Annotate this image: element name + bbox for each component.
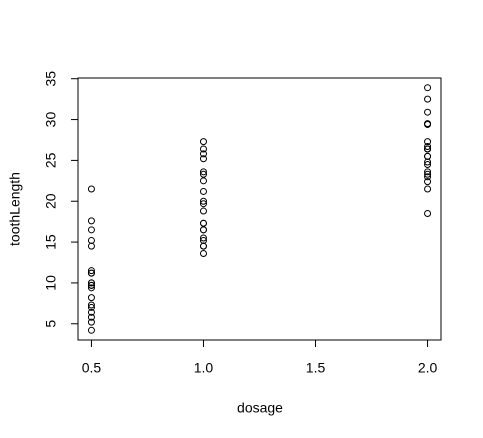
point — [87, 301, 95, 309]
point — [199, 150, 207, 158]
point — [199, 242, 207, 250]
y-tick-label: 5 — [43, 320, 59, 328]
point — [424, 158, 432, 166]
point — [87, 308, 95, 316]
y-tick-label: 15 — [43, 234, 59, 250]
point — [424, 160, 432, 168]
point — [87, 185, 95, 193]
point — [87, 269, 95, 277]
point — [199, 197, 207, 205]
point — [87, 267, 95, 275]
point — [424, 84, 432, 92]
point — [87, 242, 95, 250]
point — [199, 170, 207, 178]
point — [199, 207, 207, 215]
point — [424, 178, 432, 186]
x-tick-label: 1.0 — [194, 360, 214, 376]
y-tick-label: 30 — [43, 112, 59, 128]
point — [87, 318, 95, 326]
point — [424, 95, 432, 103]
point — [199, 168, 207, 176]
point — [87, 281, 95, 289]
x-tick-label: 1.5 — [306, 360, 326, 376]
point — [87, 313, 95, 321]
point — [87, 284, 95, 292]
point — [424, 120, 432, 128]
point — [424, 185, 432, 193]
point — [424, 152, 432, 160]
point — [424, 170, 432, 178]
point — [424, 138, 432, 146]
x-tick-label: 0.5 — [82, 360, 102, 376]
point — [199, 250, 207, 258]
y-axis-label: toothLength — [7, 172, 23, 246]
point — [424, 209, 432, 217]
point — [199, 145, 207, 153]
point — [87, 303, 95, 311]
point — [87, 326, 95, 334]
y-tick-label: 10 — [43, 275, 59, 291]
point — [199, 200, 207, 208]
point — [424, 145, 432, 153]
point — [424, 143, 432, 151]
point — [87, 294, 95, 302]
point — [424, 108, 432, 116]
y-tick-label: 35 — [43, 71, 59, 87]
point — [87, 226, 95, 234]
x-tick-label: 2.0 — [418, 360, 438, 376]
point — [199, 155, 207, 163]
point — [199, 234, 207, 242]
x-axis-label: dosage — [237, 400, 283, 416]
point — [199, 177, 207, 185]
plot-box — [77, 77, 442, 341]
point — [424, 173, 432, 181]
point — [87, 279, 95, 287]
point — [87, 217, 95, 225]
point — [87, 236, 95, 244]
point — [424, 168, 432, 176]
point — [199, 219, 207, 227]
point — [199, 138, 207, 146]
y-tick-label: 25 — [43, 152, 59, 168]
point — [199, 187, 207, 195]
y-tick-label: 20 — [43, 193, 59, 209]
point — [199, 226, 207, 234]
